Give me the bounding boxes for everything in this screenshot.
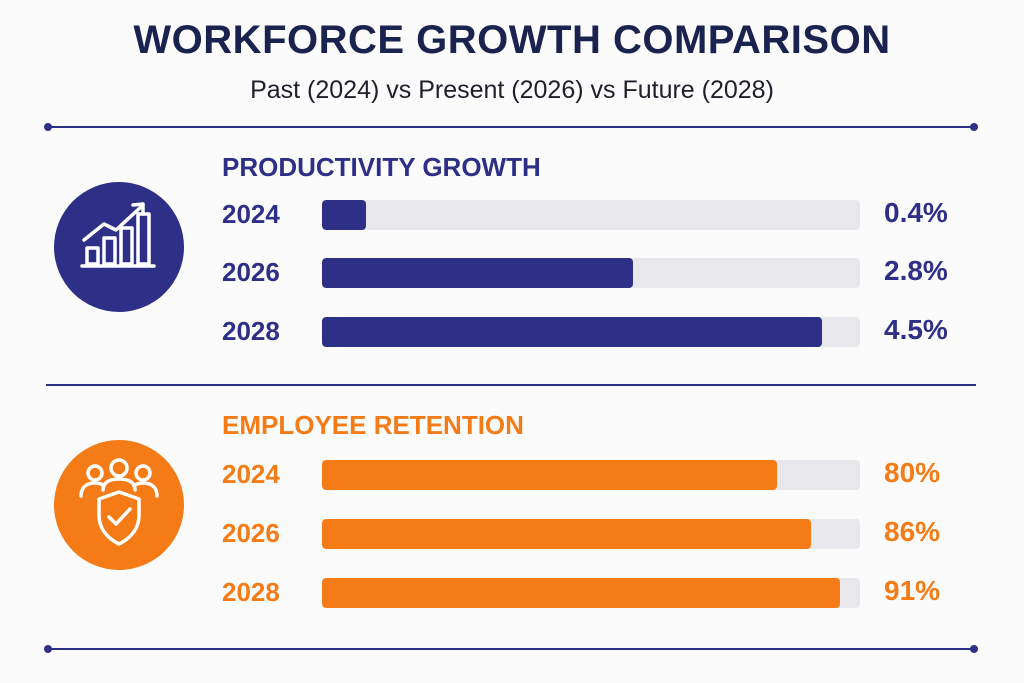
- productivity-value-label: 4.5%: [884, 314, 948, 345]
- retention-bar: [322, 460, 777, 490]
- divider-dot-right: [970, 645, 978, 653]
- retention-year-label: 2026: [222, 518, 280, 548]
- productivity-bar: [322, 258, 633, 288]
- middle-divider: [46, 384, 976, 386]
- people-shield-check-icon: [79, 458, 159, 546]
- divider-dot-left: [44, 123, 52, 131]
- retention-bar-track: [322, 578, 860, 608]
- bar-chart-trend-up-icon: [80, 202, 156, 268]
- retention-bar-track: [322, 460, 860, 490]
- retention-value-label: 86%: [884, 516, 941, 547]
- retention-value-label: 80%: [884, 457, 941, 488]
- productivity-bar-track: [322, 317, 860, 347]
- retention-value-label: 91%: [884, 575, 941, 606]
- retention-year-label: 2024: [222, 459, 280, 489]
- top-divider: [44, 123, 978, 131]
- retention-bar: [322, 578, 840, 608]
- productivity-icon-circle: [54, 182, 184, 312]
- divider-dot-right: [970, 123, 978, 131]
- productivity-year-label: 2028: [222, 316, 280, 346]
- page-title: WORKFORCE GROWTH COMPARISON: [133, 18, 891, 62]
- productivity-value-label: 2.8%: [884, 255, 948, 286]
- page-subtitle: Past (2024) vs Present (2026) vs Future …: [250, 76, 774, 104]
- retention-bar: [322, 519, 811, 549]
- retention-icon-circle: [54, 440, 184, 570]
- retention-bar-track: [322, 519, 860, 549]
- productivity-bar: [322, 200, 366, 230]
- bottom-divider: [44, 645, 978, 653]
- productivity-bar-track: [322, 258, 860, 288]
- productivity-year-label: 2026: [222, 257, 280, 287]
- retention-year-label: 2028: [222, 577, 280, 607]
- productivity-bar-track: [322, 200, 860, 230]
- productivity-value-label: 0.4%: [884, 197, 948, 228]
- productivity-bar: [322, 317, 822, 347]
- productivity-year-label: 2024: [222, 199, 280, 229]
- productivity-section-title: PRODUCTIVITY GROWTH: [222, 152, 541, 182]
- retention-section-title: EMPLOYEE RETENTION: [222, 410, 524, 440]
- divider-dot-left: [44, 645, 52, 653]
